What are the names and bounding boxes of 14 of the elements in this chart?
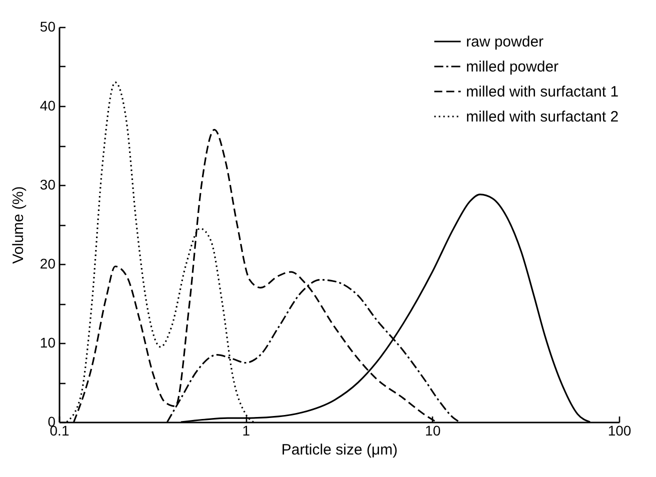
legend-label: milled with surfactant 2 [466,108,619,126]
y-tick-label: 20 [40,256,56,272]
y-axis-title: Volume (%) [10,186,27,264]
legend-label: milled powder [466,58,559,76]
y-tick-label: 50 [40,18,56,34]
legend-label: milled with surfactant 1 [466,84,619,100]
x-tick-label: 10 [425,422,441,438]
y-tick-label: 30 [40,176,56,192]
y-tick-label: 10 [40,334,56,350]
x-tick-label: 100 [608,422,632,438]
legend-label: raw powder [466,34,544,50]
x-tick-label: 1 [242,422,250,438]
y-tick-label: 40 [40,98,56,114]
x-axis-title: Particle size (μm) [281,442,398,458]
